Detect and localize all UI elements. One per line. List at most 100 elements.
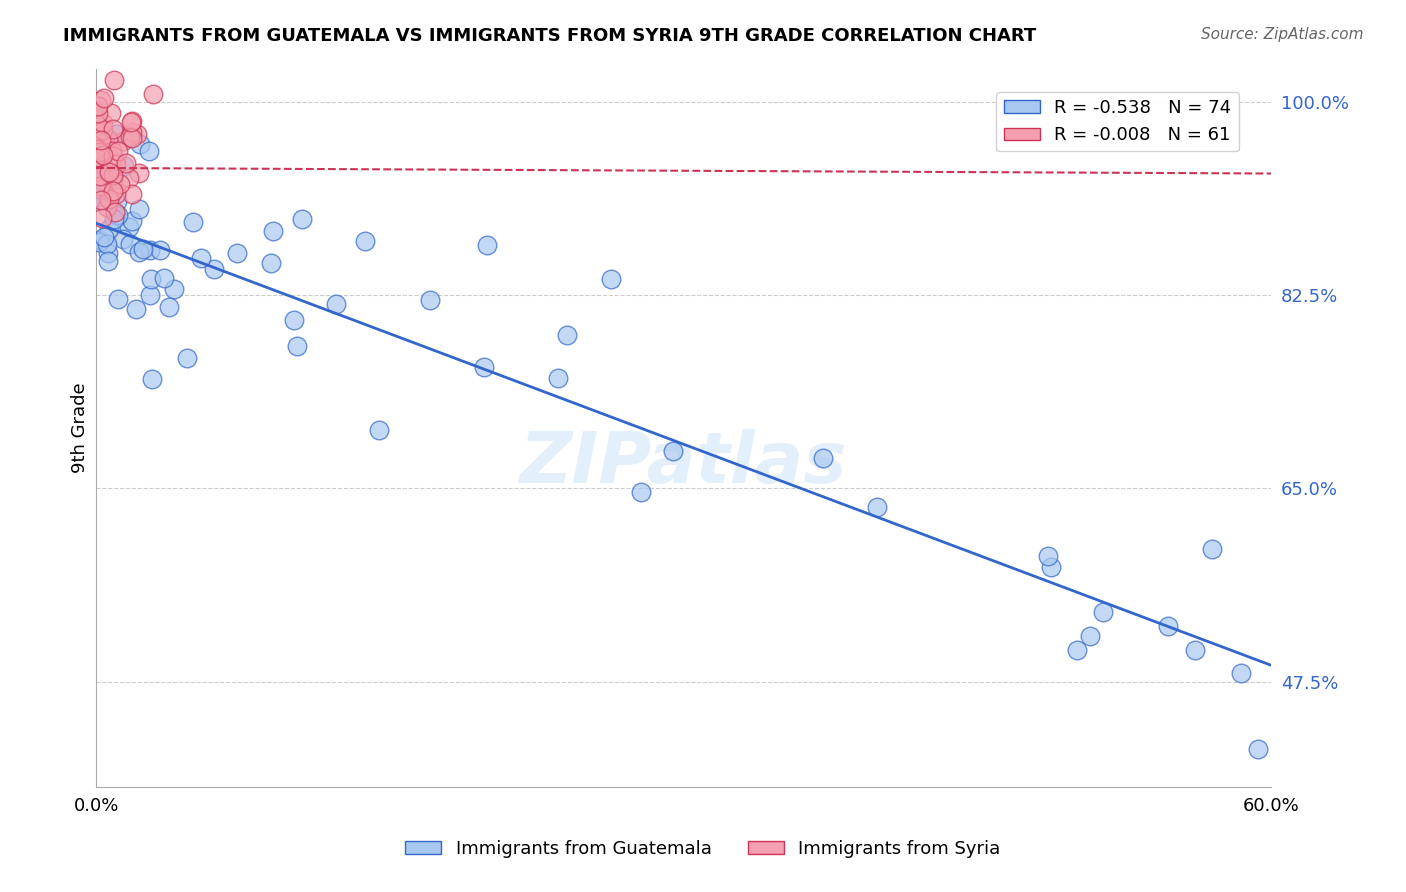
Immigrants from Guatemala <box>262 223 284 237</box>
Text: Source: ZipAtlas.com: Source: ZipAtlas.com <box>1201 27 1364 42</box>
Immigrants from Guatemala <box>87 235 110 249</box>
Immigrants from Syria <box>86 147 108 161</box>
Immigrants from Syria <box>114 155 136 169</box>
Immigrants from Guatemala <box>107 208 129 222</box>
Immigrants from Syria <box>86 142 108 156</box>
Immigrants from Guatemala <box>141 372 163 386</box>
Immigrants from Syria <box>142 87 165 101</box>
Immigrants from Guatemala <box>260 256 283 270</box>
Immigrants from Syria <box>120 114 142 128</box>
Immigrants from Syria <box>93 91 115 105</box>
Immigrants from Guatemala <box>472 359 495 374</box>
Immigrants from Guatemala <box>1066 643 1088 657</box>
Immigrants from Guatemala <box>87 189 110 203</box>
Immigrants from Syria <box>87 106 110 120</box>
Immigrants from Syria <box>87 125 110 139</box>
Immigrants from Guatemala <box>97 190 120 204</box>
Immigrants from Guatemala <box>118 220 141 235</box>
Immigrants from Guatemala <box>419 293 441 308</box>
Immigrants from Guatemala <box>138 145 160 159</box>
Immigrants from Syria <box>101 145 124 159</box>
Immigrants from Guatemala <box>149 244 172 258</box>
Immigrants from Guatemala <box>354 234 377 248</box>
Immigrants from Guatemala <box>813 450 835 465</box>
Immigrants from Guatemala <box>630 485 652 500</box>
Immigrants from Guatemala <box>555 328 578 343</box>
Immigrants from Syria <box>93 147 115 161</box>
Immigrants from Guatemala <box>128 137 150 152</box>
Immigrants from Guatemala <box>291 211 314 226</box>
Immigrants from Guatemala <box>367 423 389 437</box>
Immigrants from Syria <box>97 151 120 165</box>
Immigrants from Syria <box>108 177 131 191</box>
Immigrants from Guatemala <box>107 194 129 208</box>
Immigrants from Syria <box>91 211 114 225</box>
Immigrants from Guatemala <box>283 312 305 326</box>
Text: ZIPatlas: ZIPatlas <box>520 429 848 498</box>
Immigrants from Guatemala <box>96 237 118 252</box>
Immigrants from Guatemala <box>89 233 111 247</box>
Immigrants from Guatemala <box>121 214 143 228</box>
Immigrants from Syria <box>120 129 142 144</box>
Immigrants from Guatemala <box>1092 605 1115 619</box>
Text: IMMIGRANTS FROM GUATEMALA VS IMMIGRANTS FROM SYRIA 9TH GRADE CORRELATION CHART: IMMIGRANTS FROM GUATEMALA VS IMMIGRANTS … <box>63 27 1036 45</box>
Immigrants from Guatemala <box>111 232 134 246</box>
Immigrants from Syria <box>125 127 148 141</box>
Immigrants from Guatemala <box>120 236 142 251</box>
Immigrants from Syria <box>90 194 112 208</box>
Immigrants from Syria <box>103 72 125 87</box>
Immigrants from Guatemala <box>1039 560 1062 574</box>
Immigrants from Guatemala <box>1157 619 1180 633</box>
Immigrants from Guatemala <box>105 127 128 141</box>
Immigrants from Guatemala <box>128 202 150 217</box>
Immigrants from Guatemala <box>97 254 120 268</box>
Immigrants from Guatemala <box>98 155 121 169</box>
Immigrants from Guatemala <box>176 351 198 365</box>
Immigrants from Syria <box>86 110 108 124</box>
Immigrants from Guatemala <box>1247 741 1270 756</box>
Y-axis label: 9th Grade: 9th Grade <box>72 383 89 473</box>
Immigrants from Guatemala <box>287 339 309 353</box>
Immigrants from Guatemala <box>94 163 117 178</box>
Immigrants from Syria <box>111 134 134 148</box>
Immigrants from Syria <box>96 200 118 214</box>
Immigrants from Syria <box>97 132 120 146</box>
Legend: Immigrants from Guatemala, Immigrants from Syria: Immigrants from Guatemala, Immigrants fr… <box>398 833 1008 865</box>
Immigrants from Syria <box>89 152 111 166</box>
Immigrants from Guatemala <box>97 245 120 260</box>
Immigrants from Syria <box>98 136 121 150</box>
Immigrants from Syria <box>87 150 110 164</box>
Immigrants from Guatemala <box>190 251 212 265</box>
Immigrants from Syria <box>121 125 143 139</box>
Immigrants from Syria <box>128 166 150 180</box>
Immigrants from Syria <box>89 179 111 194</box>
Immigrants from Guatemala <box>181 215 204 229</box>
Immigrants from Guatemala <box>128 245 150 260</box>
Immigrants from Syria <box>101 169 124 183</box>
Immigrants from Syria <box>101 153 124 167</box>
Immigrants from Syria <box>87 98 110 112</box>
Immigrants from Guatemala <box>112 159 135 173</box>
Immigrants from Guatemala <box>94 191 117 205</box>
Immigrants from Guatemala <box>661 443 683 458</box>
Immigrants from Guatemala <box>86 161 108 175</box>
Immigrants from Guatemala <box>93 230 115 244</box>
Immigrants from Guatemala <box>125 301 148 316</box>
Immigrants from Guatemala <box>547 371 569 385</box>
Immigrants from Syria <box>90 133 112 147</box>
Immigrants from Guatemala <box>105 208 128 222</box>
Immigrants from Guatemala <box>89 156 111 170</box>
Immigrants from Syria <box>121 186 143 201</box>
Immigrants from Guatemala <box>866 500 889 514</box>
Immigrants from Syria <box>89 93 111 107</box>
Immigrants from Syria <box>89 169 111 183</box>
Immigrants from Syria <box>97 192 120 206</box>
Immigrants from Guatemala <box>103 211 125 226</box>
Immigrants from Syria <box>103 153 125 168</box>
Immigrants from Syria <box>118 170 141 185</box>
Immigrants from Syria <box>101 184 124 198</box>
Immigrants from Syria <box>91 116 114 130</box>
Immigrants from Guatemala <box>226 246 249 260</box>
Immigrants from Guatemala <box>162 282 184 296</box>
Immigrants from Guatemala <box>1201 541 1223 556</box>
